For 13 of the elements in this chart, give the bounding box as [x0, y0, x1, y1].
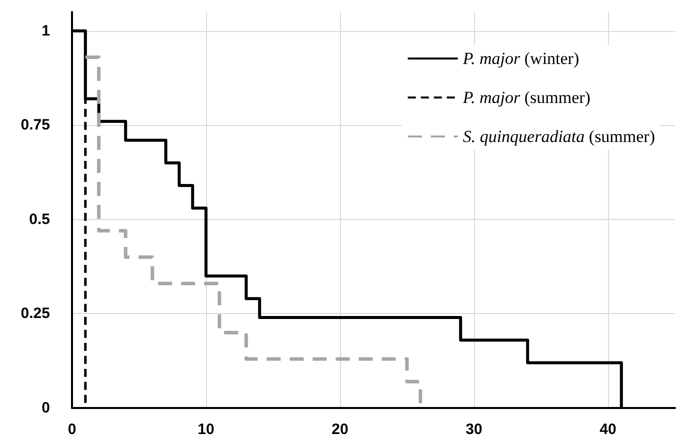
x-tick-label: 20 [332, 421, 348, 438]
x-tick-label: 10 [198, 421, 214, 438]
y-tick-label: 0.75 [20, 116, 50, 134]
x-tick-label: 0 [68, 421, 76, 438]
y-tick-label: 0.25 [20, 305, 50, 322]
legend-label: P. major (summer) [462, 88, 590, 107]
y-tick-label: 0.5 [29, 210, 50, 228]
y-tick-label: 1 [42, 22, 50, 40]
y-tick-label: 0 [42, 400, 50, 416]
legend-label: S. quinqueradiata (summer) [462, 127, 656, 146]
x-tick-label: 30 [466, 421, 482, 438]
legend-label: P. major (winter) [462, 49, 580, 68]
x-tick-label: 40 [600, 421, 616, 438]
